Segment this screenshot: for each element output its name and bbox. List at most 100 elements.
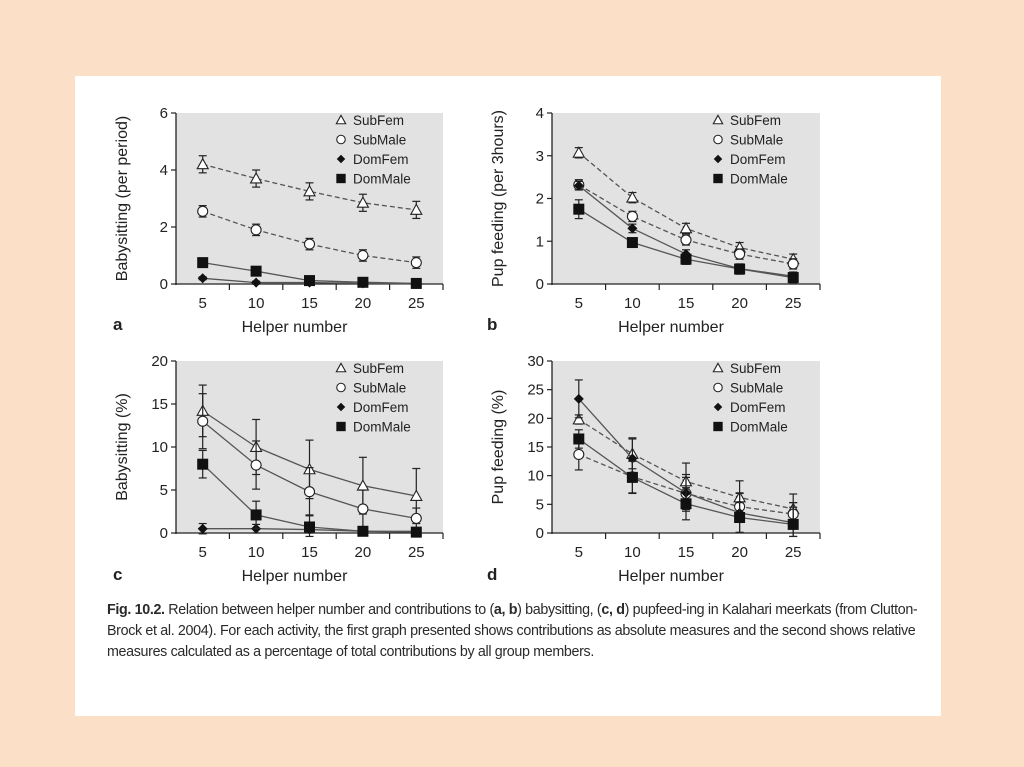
data-point-triangle-icon bbox=[356, 196, 370, 208]
y-tick-label: 5 bbox=[160, 482, 168, 499]
y-tick-label: 3 bbox=[536, 148, 544, 165]
data-point-circle-icon bbox=[573, 448, 585, 461]
legend-marker-diamond-icon bbox=[713, 154, 723, 164]
data-point-square-icon bbox=[304, 275, 315, 287]
data-point-square-icon bbox=[680, 498, 692, 510]
legend-label: SubMale bbox=[353, 381, 406, 396]
x-tick-label: 20 bbox=[355, 295, 372, 312]
data-point-diamond-icon bbox=[251, 277, 262, 288]
y-axis-title: Babysitting (%) bbox=[114, 393, 131, 501]
legend-label: DomFem bbox=[730, 152, 786, 167]
series-submale bbox=[197, 393, 422, 530]
data-point-triangle-icon bbox=[572, 412, 586, 425]
y-tick-label: 6 bbox=[160, 105, 168, 122]
caption-part2: ) babysitting, ( bbox=[517, 602, 602, 618]
data-point-circle-icon bbox=[626, 210, 638, 223]
legend: SubFem SubMale DomFem DomMale bbox=[712, 113, 788, 187]
data-point-square-icon bbox=[304, 521, 315, 533]
data-point-circle-icon bbox=[250, 459, 262, 471]
legend-label: DomMale bbox=[730, 420, 788, 435]
data-point-circle-icon bbox=[197, 205, 209, 217]
x-tick-label: 25 bbox=[785, 544, 802, 561]
data-point-triangle-icon bbox=[625, 191, 639, 203]
data-point-square-icon bbox=[250, 509, 262, 521]
y-tick-label: 2 bbox=[536, 191, 544, 208]
series-dommale bbox=[197, 257, 422, 289]
x-tick-label: 15 bbox=[301, 544, 318, 561]
legend-marker-diamond-icon bbox=[336, 154, 346, 164]
legend-marker-diamond-icon bbox=[713, 402, 723, 412]
data-point-square-icon bbox=[680, 253, 692, 265]
y-tick-label: 15 bbox=[151, 396, 168, 413]
x-tick-label: 5 bbox=[575, 544, 583, 561]
data-point-square-icon bbox=[787, 518, 799, 530]
legend: SubFem SubMale DomFem DomMale bbox=[335, 361, 411, 435]
legend-marker-diamond-icon bbox=[336, 402, 346, 412]
panel-c: 0 5 10 15 20 5 10 15 20 25 Helper number Babysittin… bbox=[113, 353, 444, 585]
y-tick-label: 1 bbox=[536, 233, 544, 250]
legend-marker-triangle-icon bbox=[712, 362, 724, 373]
legend-marker-triangle-icon bbox=[335, 362, 347, 373]
series-line bbox=[202, 210, 417, 264]
data-point-diamond-icon bbox=[627, 223, 638, 234]
panel-letter: c bbox=[113, 565, 122, 584]
data-point-circle-icon bbox=[197, 415, 209, 427]
y-tick-label: 5 bbox=[536, 496, 544, 513]
caption-part1: Relation between helper number and contr… bbox=[164, 602, 494, 618]
x-tick-label: 5 bbox=[199, 295, 207, 312]
legend-label: DomMale bbox=[730, 172, 788, 187]
series-subfem bbox=[196, 155, 423, 220]
data-point-square-icon bbox=[734, 512, 746, 524]
caption-part3: ) pupfeed-ing in Kalahari meerkats (from… bbox=[107, 602, 918, 660]
data-point-circle-icon bbox=[680, 234, 692, 246]
legend-marker-square-icon bbox=[336, 421, 346, 432]
data-point-diamond-icon bbox=[573, 393, 584, 404]
data-point-square-icon bbox=[250, 265, 262, 277]
x-tick-label: 25 bbox=[785, 295, 802, 312]
legend-label: SubMale bbox=[730, 133, 783, 148]
y-tick-label: 10 bbox=[527, 468, 544, 485]
data-point-square-icon bbox=[357, 276, 369, 288]
legend-label: DomMale bbox=[353, 172, 411, 187]
legend-marker-triangle-icon bbox=[335, 114, 347, 125]
series-dommale bbox=[197, 449, 422, 538]
x-tick-label: 10 bbox=[248, 295, 265, 312]
caption-cd: c, d bbox=[601, 602, 625, 618]
x-tick-label: 20 bbox=[355, 544, 372, 561]
y-tick-label: 0 bbox=[160, 525, 168, 542]
x-axis-title: Helper number bbox=[242, 319, 349, 336]
y-tick-label: 2 bbox=[160, 219, 168, 236]
series-submale bbox=[573, 179, 799, 270]
data-point-diamond-icon bbox=[573, 180, 584, 191]
data-point-square-icon bbox=[197, 458, 209, 470]
legend-marker-circle-icon bbox=[336, 382, 346, 393]
panel-a: 0 2 4 6 5 10 15 20 25 Helper number Babysitting (p… bbox=[113, 105, 444, 336]
x-tick-label: 25 bbox=[408, 544, 425, 561]
legend-label: SubFem bbox=[353, 113, 404, 128]
legend-label: DomFem bbox=[353, 152, 409, 167]
data-point-triangle-icon bbox=[409, 203, 423, 215]
data-point-square-icon bbox=[787, 272, 799, 284]
x-tick-label: 15 bbox=[678, 295, 695, 312]
series-dommale bbox=[573, 199, 799, 284]
x-tick-label: 15 bbox=[301, 295, 318, 312]
panel-b: 0 1 2 3 4 5 10 15 20 25 Helper number Pup feeding (… bbox=[487, 105, 821, 336]
legend-marker-square-icon bbox=[713, 421, 723, 432]
x-axis-title: Helper number bbox=[618, 568, 725, 585]
data-point-circle-icon bbox=[303, 486, 316, 498]
legend-label: DomMale bbox=[353, 420, 411, 435]
data-point-triangle-icon bbox=[572, 146, 586, 158]
panel-letter: d bbox=[487, 565, 497, 584]
data-point-square-icon bbox=[410, 526, 422, 538]
x-axis-title: Helper number bbox=[242, 568, 349, 585]
data-point-square-icon bbox=[573, 203, 585, 215]
data-point-square-icon bbox=[410, 277, 422, 289]
data-point-circle-icon bbox=[734, 248, 746, 260]
data-point-triangle-icon bbox=[409, 489, 423, 501]
legend-marker-circle-icon bbox=[336, 134, 346, 145]
x-tick-label: 20 bbox=[731, 544, 748, 561]
data-point-diamond-icon bbox=[197, 273, 208, 284]
y-tick-label: 0 bbox=[536, 276, 544, 293]
legend-marker-triangle-icon bbox=[712, 114, 724, 125]
